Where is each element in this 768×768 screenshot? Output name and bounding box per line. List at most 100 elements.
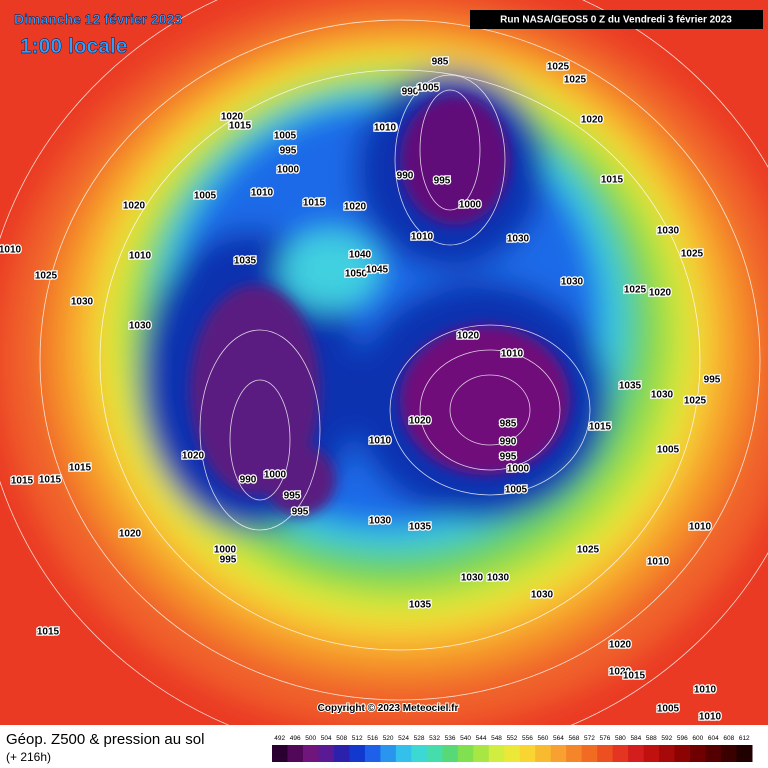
pressure-label: 1015: [303, 198, 326, 209]
colorbar-label: 536: [445, 735, 456, 742]
geopotential-field: [0, 0, 768, 730]
pressure-label: 1010: [0, 245, 22, 256]
pressure-label: 1015: [39, 475, 62, 486]
pressure-label: 1000: [214, 545, 237, 556]
colorbar-label: 548: [491, 735, 502, 742]
pressure-label: 1035: [409, 600, 432, 611]
pressure-label: 1020: [457, 331, 480, 342]
pressure-label: 1035: [409, 522, 432, 533]
colorbar-swatch: [519, 745, 536, 762]
colorbar-swatch: [473, 745, 490, 762]
pressure-label: 1015: [601, 175, 624, 186]
pressure-label: 1010: [501, 349, 524, 360]
colorbar-label: 612: [739, 735, 750, 742]
pressure-label: 1025: [35, 271, 58, 282]
pressure-label: 1015: [229, 121, 252, 132]
pressure-label: 985: [432, 57, 449, 68]
colorbar-swatch: [705, 745, 722, 762]
pressure-label: 1005: [194, 191, 217, 202]
pressure-label: 1030: [129, 321, 152, 332]
pressure-label: 1020: [221, 112, 244, 123]
pressure-label: 1010: [699, 712, 722, 723]
colorbar-label: 528: [414, 735, 425, 742]
pressure-label: 1010: [129, 251, 152, 262]
colorbar-label: 500: [305, 735, 316, 742]
colorbar-swatch: [736, 745, 753, 762]
colorbar-swatch: [349, 745, 366, 762]
colorbar: 492 496 500 504 508 512 516 520 524 528 532 536 540 5…: [272, 735, 753, 762]
colorbar-swatch: [674, 745, 691, 762]
pressure-label: 1005: [505, 485, 528, 496]
colorbar-swatch: [318, 745, 335, 762]
pressure-label: 1015: [623, 671, 646, 682]
colorbar-swatch: [380, 745, 397, 762]
pressure-label: 1020: [609, 667, 632, 678]
colorbar-label: 516: [367, 735, 378, 742]
pressure-label: 1030: [71, 297, 94, 308]
colorbar-swatch: [535, 745, 552, 762]
pressure-label: 1025: [564, 75, 587, 86]
pressure-label: 990: [240, 475, 257, 486]
pressure-label: 1000: [459, 200, 482, 211]
colorbar-swatch: [426, 745, 443, 762]
colorbar-label: 520: [383, 735, 394, 742]
colorbar-label: 544: [476, 735, 487, 742]
pressure-label: 1030: [487, 573, 510, 584]
colorbar-swatch: [457, 745, 474, 762]
run-box: [470, 10, 763, 29]
pressure-label: 1030: [369, 516, 392, 527]
pressure-label: 1015: [37, 627, 60, 638]
pressure-label: 995: [500, 452, 517, 463]
colorbar-label: 492: [274, 735, 285, 742]
colorbar-swatch: [690, 745, 707, 762]
colorbar-label: 552: [507, 735, 518, 742]
colorbar-label: 576: [599, 735, 610, 742]
pressure-label: 1000: [264, 470, 287, 481]
pressure-label: 1020: [123, 201, 146, 212]
pressure-label: 1015: [589, 422, 612, 433]
date: Dimanche 12 février 2023: [14, 11, 182, 27]
colorbar-swatch: [643, 745, 660, 762]
pressure-label: 995: [280, 146, 297, 157]
pressure-label: 1005: [274, 131, 297, 142]
pressure-label: 1025: [681, 249, 704, 260]
footer-title: Géop. Z500 & pression au sol: [6, 731, 204, 748]
colorbar-label: 584: [630, 735, 641, 742]
pressure-label: 1050: [345, 269, 368, 280]
pressure-label: 1020: [409, 416, 432, 427]
pressure-label: 1020: [649, 288, 672, 299]
colorbar-label: 524: [398, 735, 409, 742]
pressure-label: 985: [500, 419, 517, 430]
pressure-label: 1030: [561, 277, 584, 288]
colorbar-label: 508: [336, 735, 347, 742]
pressure-label: 995: [284, 491, 301, 502]
colorbar-swatch: [612, 745, 629, 762]
pressure-label: 1030: [531, 590, 554, 601]
pressure-label: 1020: [344, 202, 367, 213]
pressure-label: 1015: [11, 476, 34, 487]
pressure-label: 1025: [624, 285, 647, 296]
pressure-label: 990: [402, 87, 419, 98]
colorbar-label: 540: [460, 735, 471, 742]
colorbar-label: 580: [615, 735, 626, 742]
pressure-label: 1010: [251, 188, 274, 199]
colorbar-label: 496: [290, 735, 301, 742]
colorbar-label: 568: [569, 735, 580, 742]
colorbar-swatch: [628, 745, 645, 762]
pressure-label: 990: [500, 437, 517, 448]
pressure-label: 1005: [657, 445, 680, 456]
pressure-label: 1030: [461, 573, 484, 584]
colorbar-swatch: [581, 745, 598, 762]
pressure-label: 1020: [119, 529, 142, 540]
pressure-label: 1035: [234, 256, 257, 267]
colorbar-swatch: [504, 745, 521, 762]
pressure-label: 1005: [417, 83, 440, 94]
colorbar-swatch: [333, 745, 350, 762]
pressure-label: 1010: [647, 557, 670, 568]
colorbar-swatch: [488, 745, 505, 762]
pressure-label: 1020: [182, 451, 205, 462]
pressure-label: 1010: [374, 123, 397, 134]
